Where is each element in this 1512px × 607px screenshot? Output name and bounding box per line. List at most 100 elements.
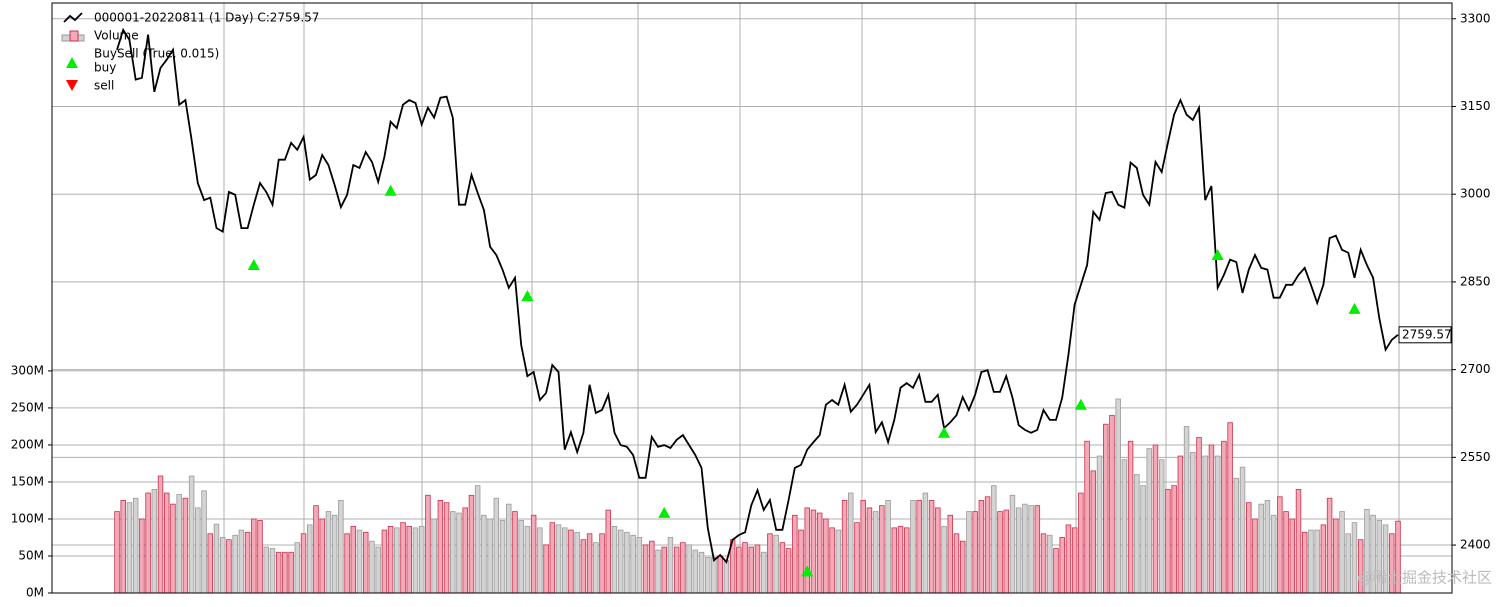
- volume-bar: [680, 542, 686, 594]
- volume-bar: [344, 533, 350, 594]
- volume-bar: [617, 529, 624, 594]
- volume-bar: [1127, 440, 1134, 594]
- buy-marker: [384, 184, 397, 196]
- volume-bar: [1134, 474, 1140, 594]
- volume-bar: [673, 546, 680, 594]
- volume-bar: [959, 540, 966, 594]
- volume-bar: [785, 548, 792, 594]
- volume-bar: [661, 546, 667, 594]
- buy-marker: [1074, 398, 1087, 410]
- legend-icon: [66, 80, 78, 91]
- volume-bar: [338, 500, 344, 594]
- legend-icon: [66, 57, 78, 68]
- volume-bar: [991, 485, 997, 594]
- legend-icon: [63, 12, 83, 23]
- volume-bar: [145, 492, 151, 594]
- volume-bar: [705, 557, 711, 594]
- volume-bar: [860, 500, 866, 594]
- volume-bar: [387, 525, 394, 594]
- volume-bar: [1270, 514, 1277, 594]
- y-tick-label: 300M: [11, 363, 44, 377]
- volume-bar: [642, 544, 649, 594]
- volume-bar: [537, 527, 543, 594]
- volume-bar: [207, 533, 214, 594]
- volume-bar: [269, 548, 276, 594]
- volume-bar: [928, 500, 935, 594]
- volume-bar: [443, 502, 450, 594]
- volume-bar: [219, 537, 226, 594]
- volume-bar: [275, 551, 282, 594]
- volume-bar: [953, 533, 960, 594]
- volume-bar: [139, 518, 145, 594]
- volume-bar: [381, 529, 388, 594]
- volume-bar: [792, 514, 798, 594]
- volume-bar: [1221, 440, 1227, 594]
- plot: [52, 18, 1452, 594]
- volume-bar: [823, 518, 829, 594]
- volume-bar: [350, 525, 357, 594]
- volume-bar: [773, 534, 779, 594]
- volume-bar: [114, 511, 120, 594]
- volume-bar: [1345, 533, 1351, 594]
- volume-bar: [580, 539, 587, 594]
- volume-bar: [1239, 466, 1246, 594]
- volume-bar: [1246, 502, 1252, 594]
- volume-bar: [164, 492, 170, 594]
- volume-bar: [1090, 470, 1097, 594]
- volume-bar: [294, 542, 301, 594]
- volume-bar: [188, 475, 195, 594]
- volume-bar: [506, 503, 512, 594]
- volume-bar: [1078, 492, 1084, 594]
- volume-bar: [885, 500, 891, 594]
- volume-bar: [1009, 494, 1016, 594]
- volume-bar: [667, 537, 674, 594]
- volume-bar: [1059, 537, 1065, 594]
- volume-bar: [157, 475, 164, 594]
- legend-label: 000001-20220811 (1 Day) C:2759.57: [94, 11, 319, 25]
- volume-bar: [331, 514, 338, 594]
- volume-bar: [816, 512, 823, 594]
- volume-bar: [1015, 507, 1022, 594]
- volume-bar: [698, 551, 705, 594]
- volume-bar: [854, 522, 860, 594]
- y2-tick-label: 3150: [1460, 99, 1491, 113]
- volume-bar: [462, 507, 468, 594]
- y2-tick-label: 2400: [1460, 538, 1491, 552]
- volume-bar: [474, 485, 481, 594]
- volume-bar: [972, 511, 978, 594]
- volume-bar: [238, 529, 245, 594]
- volume-bar: [1295, 488, 1302, 594]
- watermark: @稀土掘金技术社区: [1357, 569, 1492, 587]
- volume-bar: [418, 525, 425, 594]
- volume-bar: [904, 527, 910, 594]
- volume-bar: [213, 523, 220, 594]
- volume-bar: [767, 533, 773, 594]
- volume-bar: [1326, 497, 1333, 594]
- volume-bar: [226, 539, 232, 594]
- volume-bar: [251, 518, 257, 594]
- plot-frame: [51, 2, 1453, 594]
- volume-bar: [879, 505, 885, 594]
- buy-marker: [247, 258, 260, 270]
- volume-bar: [1277, 496, 1283, 594]
- volume-bar: [288, 551, 294, 594]
- volume-bar: [300, 533, 307, 594]
- volume-bar: [549, 522, 556, 594]
- y2-tick-label: 2550: [1460, 450, 1491, 464]
- buy-marker: [521, 289, 534, 301]
- volume-bar: [872, 511, 879, 594]
- volume-bar: [717, 555, 723, 594]
- volume-bar: [947, 514, 954, 594]
- volume-bar: [201, 490, 207, 594]
- last-value-box: [1398, 326, 1452, 344]
- buy-marker: [658, 506, 671, 518]
- legend-icon: [69, 30, 79, 42]
- legend-label: buy: [94, 61, 116, 75]
- volume-bar: [848, 492, 854, 594]
- volume-bar: [263, 546, 269, 594]
- volume-bar: [468, 494, 475, 594]
- volume-bar: [779, 542, 786, 594]
- y-tick-label: 150M: [11, 474, 44, 488]
- volume-bar: [257, 520, 263, 594]
